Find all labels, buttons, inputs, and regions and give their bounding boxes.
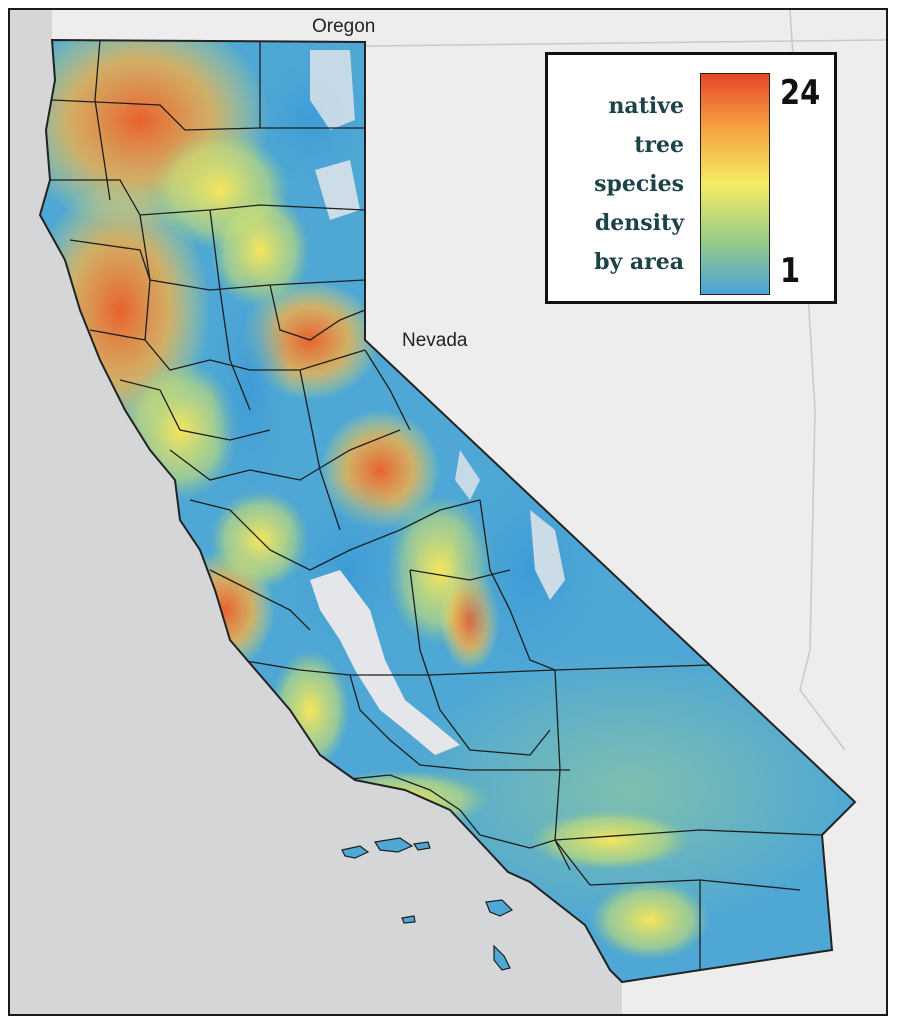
county-lines [50, 40, 823, 970]
legend-title: native tree species density by area [594, 87, 684, 282]
central-valley-gray [310, 570, 460, 755]
legend-min-label: 1 [780, 251, 801, 291]
legend-title-line: species [594, 171, 684, 197]
map-frame: Oregon Nevada native tree species densit… [8, 8, 888, 1016]
legend: native tree species density by area 24 1 [545, 52, 837, 304]
california-outline [38, 38, 857, 984]
modoc-gray [310, 50, 355, 130]
legend-color-scale [700, 73, 770, 295]
legend-max-label: 24 [780, 73, 821, 113]
legend-title-line: density [594, 210, 684, 236]
nevada-label: Nevada [402, 330, 468, 351]
legend-title-line: native [608, 93, 684, 119]
legend-title-line: by area [594, 249, 684, 275]
legend-title-line: tree [634, 132, 684, 158]
oregon-label: Oregon [312, 16, 376, 37]
channel-islands [341, 837, 514, 971]
oregon-nevada-border [364, 39, 886, 47]
